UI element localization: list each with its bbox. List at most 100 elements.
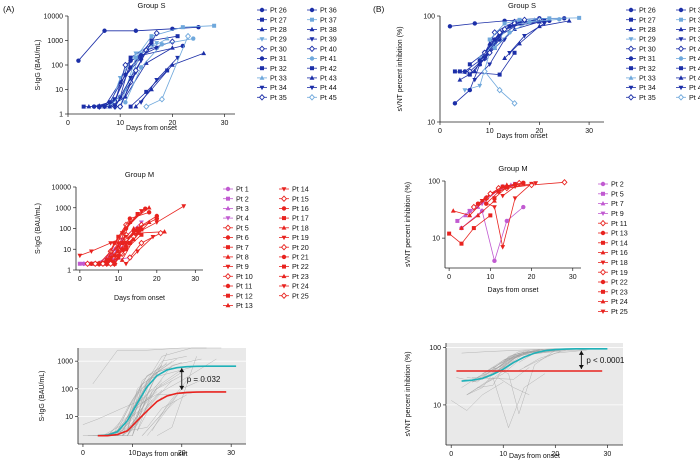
legend-item: Pt 27 <box>626 15 656 24</box>
legend-marker <box>259 37 265 42</box>
x-tick-label: 30 <box>603 451 611 458</box>
chart-title: Group S <box>138 1 166 10</box>
legend-label: Pt 32 <box>639 64 656 73</box>
legend-label: Pt 40 <box>320 44 337 53</box>
legend-label: Pt 33 <box>270 74 287 83</box>
data-point <box>124 247 129 252</box>
legend-item: Pt 24 <box>598 297 628 306</box>
series-line-pt-14 <box>79 236 127 256</box>
legend-marker <box>258 45 266 53</box>
legend-item: Pt 3 <box>223 204 249 213</box>
data-point <box>146 205 152 210</box>
plot-background <box>446 343 623 445</box>
background-trajectory <box>137 380 173 431</box>
legend-item: Pt 13 <box>598 229 628 238</box>
data-point <box>484 201 489 206</box>
legend-label: Pt 7 <box>611 199 624 208</box>
legend-marker <box>678 85 684 91</box>
legend-label: Pt 37 <box>689 15 700 24</box>
data-point <box>107 104 113 109</box>
legend-label: Pt 35 <box>639 93 656 102</box>
legend-marker <box>281 273 287 279</box>
data-point <box>81 104 86 109</box>
data-point <box>487 190 494 197</box>
legend-item: Pt 16 <box>598 248 628 257</box>
legend-item: Pt 34 <box>257 83 287 92</box>
data-point <box>482 56 488 61</box>
legend-label: Pt 32 <box>270 64 287 73</box>
legend-item: Pt 37 <box>676 15 700 24</box>
legend-marker <box>259 26 265 32</box>
legend-marker <box>281 254 287 260</box>
data-point <box>477 61 483 67</box>
legend-marker <box>309 37 315 42</box>
data-point <box>491 29 498 36</box>
data-point <box>511 100 518 107</box>
legend-label: Pt 4 <box>236 214 249 223</box>
data-point <box>522 34 527 39</box>
series-line-pt-33 <box>479 19 535 59</box>
legend-label: Pt 30 <box>639 44 656 53</box>
legend-item: Pt 26 <box>257 6 287 15</box>
data-point <box>88 249 94 254</box>
legend-marker <box>280 292 288 299</box>
legend-item: Pt 29 <box>626 35 656 44</box>
y-tick-label: 1 <box>67 268 71 275</box>
data-point <box>169 38 176 45</box>
legend-label: Pt 22 <box>611 278 628 287</box>
data-point <box>512 26 517 32</box>
legend-label: Pt 8 <box>236 253 249 262</box>
x-tick-label: 30 <box>221 120 229 127</box>
data-point <box>507 30 512 35</box>
legend-marker <box>281 235 287 241</box>
data-point <box>500 194 506 199</box>
data-point <box>107 100 112 105</box>
data-point <box>116 253 121 258</box>
data-point <box>500 245 506 250</box>
legend-label: Pt 41 <box>320 54 337 63</box>
data-point <box>138 53 144 58</box>
data-point <box>132 67 139 74</box>
y-tick-label: 100 <box>429 345 441 352</box>
data-point <box>133 55 138 60</box>
data-point <box>467 209 473 214</box>
data-point <box>175 34 180 39</box>
legend-label: Pt 5 <box>236 223 249 232</box>
legend-marker <box>678 26 684 32</box>
legend-marker <box>310 66 314 71</box>
p-value-annotation: p = 0.032 <box>187 375 221 384</box>
data-point <box>477 58 482 63</box>
legend-label: Pt 27 <box>639 15 656 24</box>
background-trajectory <box>523 351 561 368</box>
x-axis-label: Days from onset <box>137 451 188 458</box>
legend-marker <box>600 309 606 314</box>
background-trajectory <box>508 349 545 366</box>
legend-item: Pt 36 <box>307 6 337 15</box>
legend-item: Pt 13 <box>223 301 253 310</box>
legend-item: Pt 40 <box>676 44 700 53</box>
legend-marker <box>224 224 232 232</box>
background-trajectory <box>503 348 598 361</box>
legend-item: Pt 45 <box>307 93 337 102</box>
legend-item: Pt 37 <box>307 15 337 24</box>
data-point <box>123 72 128 77</box>
legend-marker <box>225 186 231 192</box>
x-tick-label: 0 <box>449 451 453 458</box>
data-point <box>536 19 542 24</box>
data-point <box>191 36 196 41</box>
data-point <box>467 62 472 67</box>
legend-item: Pt 9 <box>223 262 249 271</box>
legend-item: Pt 39 <box>307 35 337 44</box>
chart-title: Group M <box>125 170 154 179</box>
data-point <box>123 261 129 267</box>
y-tick-label: 1000 <box>55 205 71 212</box>
data-point <box>154 41 160 46</box>
data-point <box>507 50 512 56</box>
legend-marker <box>627 45 635 53</box>
data-point <box>102 28 107 33</box>
legend-label: Pt 9 <box>236 262 249 271</box>
legend-label: Pt 17 <box>292 214 309 223</box>
data-point <box>547 16 552 21</box>
data-point <box>153 29 160 37</box>
legend-item: Pt 35 <box>257 93 287 102</box>
